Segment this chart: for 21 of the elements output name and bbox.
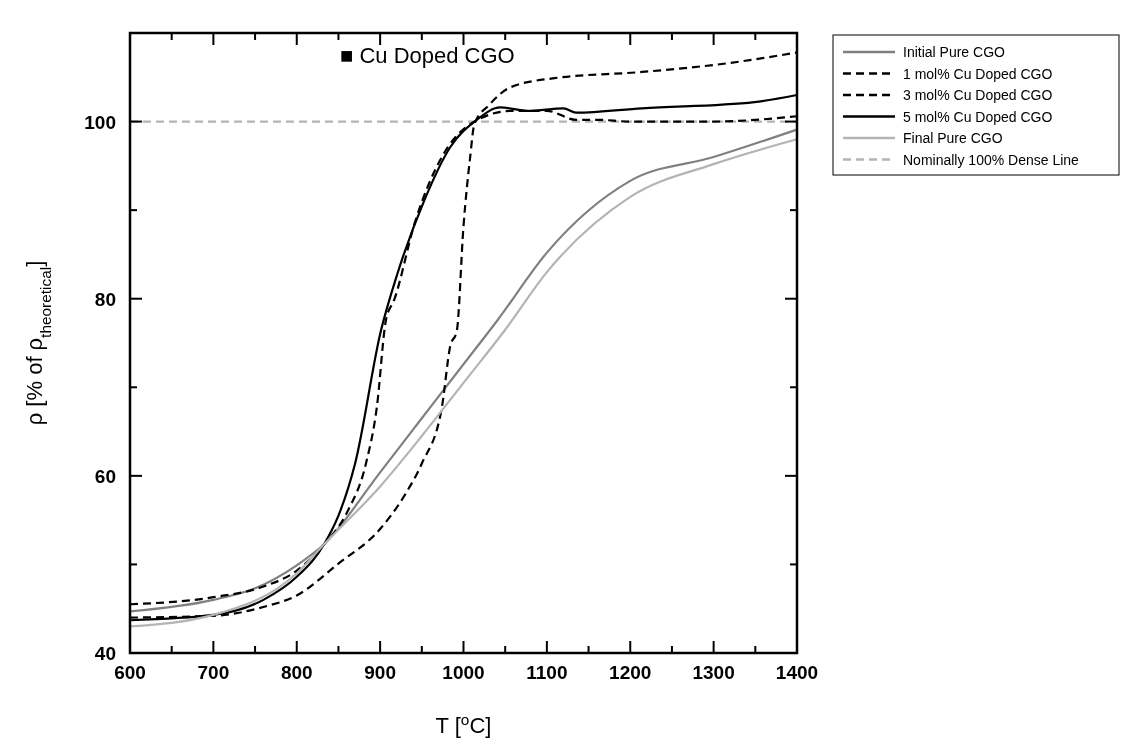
annotation: ■ Cu Doped CGO bbox=[340, 43, 515, 68]
legend-label: 3 mol% Cu Doped CGO bbox=[903, 87, 1053, 103]
x-tick-label: 1100 bbox=[526, 662, 568, 683]
x-tick-label: 1400 bbox=[775, 662, 819, 683]
y-tick-label: 80 bbox=[94, 288, 116, 310]
x-tick-label: 1200 bbox=[609, 662, 652, 683]
y-tick-label: 60 bbox=[94, 465, 116, 487]
y-tick-label: 40 bbox=[94, 643, 116, 664]
legend-label: 1 mol% Cu Doped CGO bbox=[903, 65, 1053, 82]
legend-label: 5 mol% Cu Doped CGO bbox=[903, 108, 1053, 125]
legend-label: Initial Pure CGO bbox=[903, 44, 1006, 60]
legend-label: Nominally 100% Dense Line bbox=[903, 151, 1080, 168]
x-tick-label: 1300 bbox=[692, 662, 735, 683]
x-tick-label: 700 bbox=[197, 662, 230, 683]
x-tick-label: 800 bbox=[280, 662, 313, 683]
y-tick-label: 100 bbox=[84, 111, 116, 133]
legend-label: Final Pure CGO bbox=[903, 130, 1003, 146]
x-axis-title: T [$^{o}$C] bbox=[435, 710, 492, 738]
x-tick-label: 900 bbox=[364, 662, 396, 683]
x-tick-label: 600 bbox=[114, 662, 146, 683]
x-tick-label: 1000 bbox=[442, 662, 485, 683]
